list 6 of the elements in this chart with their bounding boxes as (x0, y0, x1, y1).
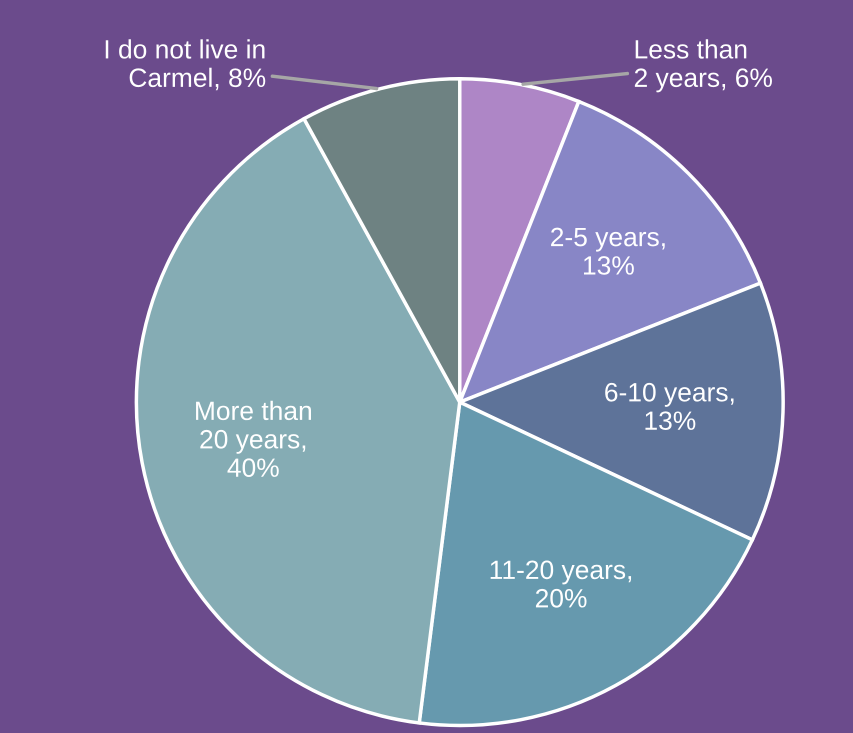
slice-label: 6-10 years, 13% (605, 382, 734, 430)
slice-label: 2-5 years, 13% (551, 228, 665, 275)
slice-label: More than 20 years, 40% (196, 400, 311, 478)
slice-label: I do not live in Carmel, 8% (106, 39, 266, 90)
slice-label: Less than 2 years, 6% (634, 39, 772, 92)
slice-label: 11-20 years, 20% (490, 560, 632, 608)
